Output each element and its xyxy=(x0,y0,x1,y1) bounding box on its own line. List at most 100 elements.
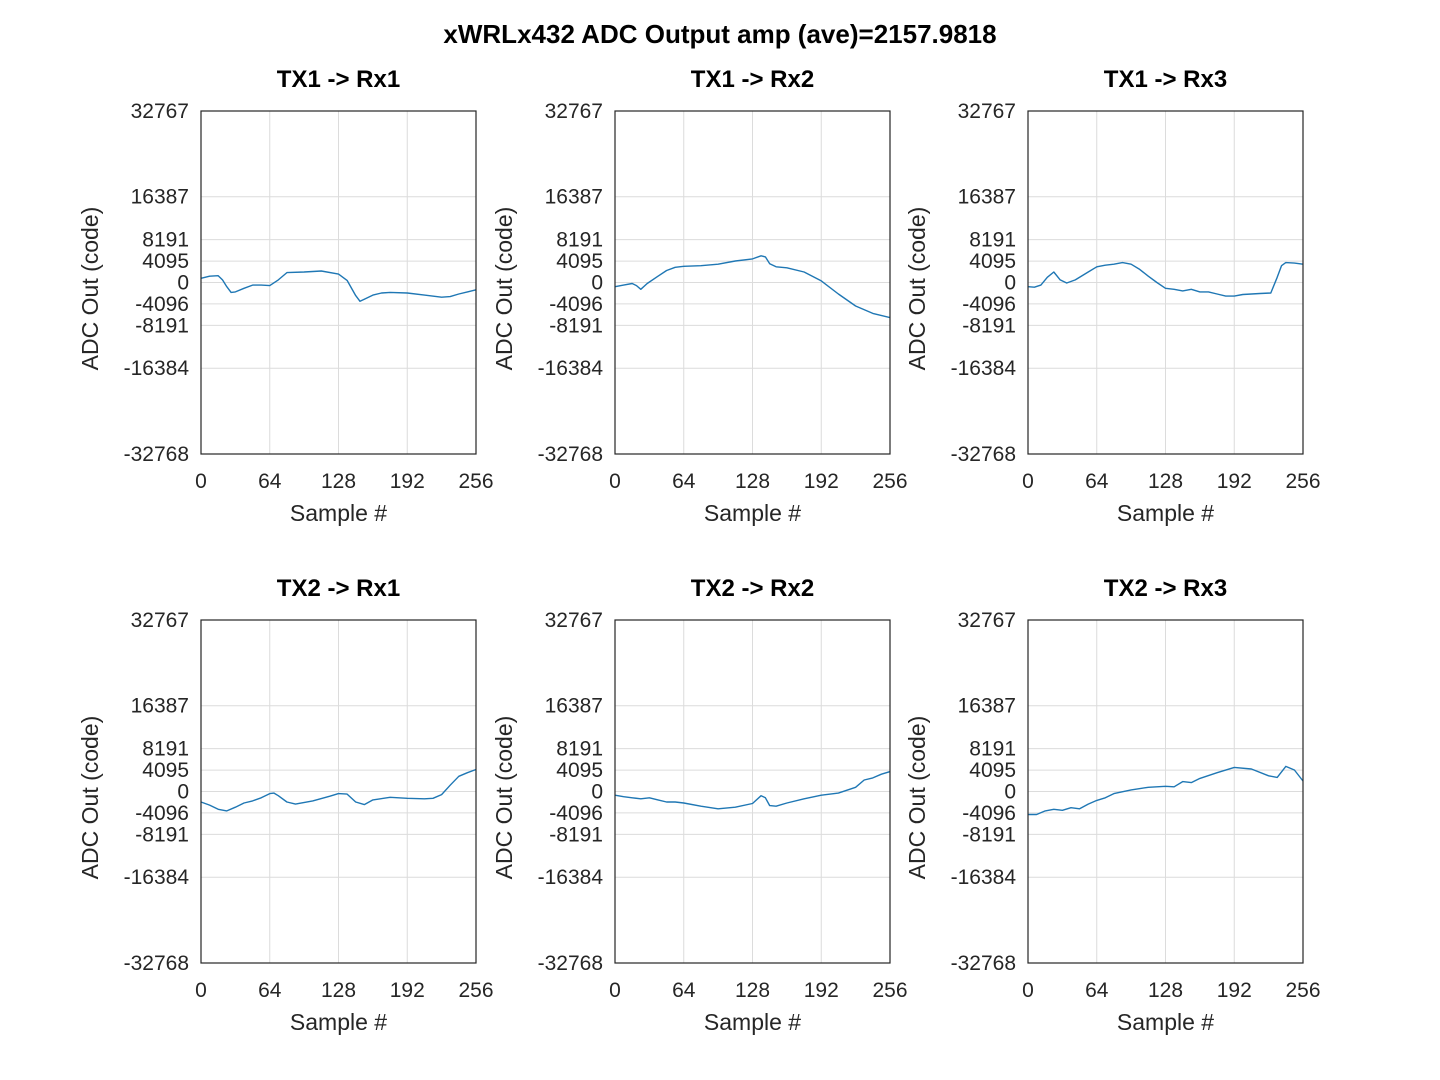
y-tick-label: -4096 xyxy=(135,293,189,316)
subplot-title: TX2 -> Rx1 xyxy=(277,575,400,602)
y-tick-label: 32767 xyxy=(545,609,603,632)
x-axis-label: Sample # xyxy=(704,500,801,526)
y-tick-label: -16384 xyxy=(124,357,190,380)
y-tick-label: -4096 xyxy=(962,293,1016,316)
y-tick-label: 32767 xyxy=(545,100,603,123)
y-tick-label: 32767 xyxy=(131,609,189,632)
x-tick-label: 128 xyxy=(735,470,770,493)
y-axis-label: ADC Out (code) xyxy=(491,207,517,371)
subplot-2: TX1 -> Rx2 0 64 128 192 256 -32768 -16384 -8191-… xyxy=(491,66,908,526)
y-tick-label: -16384 xyxy=(538,866,604,889)
y-axis-label: ADC Out (code) xyxy=(904,207,930,371)
y-tick-label: -32768 xyxy=(124,952,189,975)
y-tick-label: 32767 xyxy=(958,100,1016,123)
x-tick-label: 192 xyxy=(804,979,839,1002)
x-tick-label: 192 xyxy=(390,470,425,493)
subplot-4: TX2 -> Rx1 0 64 128 192 256 -32768 -16384 -8191-… xyxy=(77,575,494,1035)
x-tick-label: 192 xyxy=(804,470,839,493)
y-tick-label: 8191 xyxy=(142,738,189,761)
y-tick-label: -16384 xyxy=(124,866,190,889)
y-tick-label: 4095 xyxy=(142,250,189,273)
subplot-1: TX1 -> Rx1 0 64 128 192 256 -32768 -16384 -8191-… xyxy=(77,66,494,526)
y-tick-label: 8191 xyxy=(969,738,1016,761)
y-tick-label: -8191 xyxy=(549,823,603,846)
y-tick-label: -4096 xyxy=(549,802,603,825)
x-tick-label: 256 xyxy=(458,470,493,493)
y-tick-label: 0 xyxy=(591,780,603,803)
y-tick-label: 16387 xyxy=(545,695,603,718)
y-tick-label: 8191 xyxy=(142,229,189,252)
figure-title: xWRLx432 ADC Output amp (ave)=2157.9818 xyxy=(443,19,996,49)
x-tick-label: 0 xyxy=(1022,470,1034,493)
y-axis-label: ADC Out (code) xyxy=(491,716,517,880)
x-tick-label: 256 xyxy=(1285,470,1320,493)
y-axis-label: ADC Out (code) xyxy=(77,207,103,371)
subplot-3: TX1 -> Rx3 0 64 128 192 256 -32768 -16384 -8191-… xyxy=(904,66,1321,526)
y-tick-label: 16387 xyxy=(958,186,1016,209)
y-tick-label: 4095 xyxy=(142,759,189,782)
x-axis-label: Sample # xyxy=(1117,500,1214,526)
y-tick-label: 0 xyxy=(177,271,189,294)
x-tick-label: 128 xyxy=(1148,470,1183,493)
x-tick-label: 64 xyxy=(1085,979,1109,1002)
x-tick-label: 128 xyxy=(321,470,356,493)
y-axis-label: ADC Out (code) xyxy=(77,716,103,880)
y-tick-label: -8191 xyxy=(135,823,189,846)
x-tick-label: 192 xyxy=(1217,470,1252,493)
axes-frame xyxy=(614,110,891,455)
subplot-title: TX1 -> Rx2 xyxy=(691,66,814,93)
y-tick-label: 0 xyxy=(1004,780,1016,803)
y-tick-label: -8191 xyxy=(549,314,603,337)
y-tick-label: 8191 xyxy=(556,229,603,252)
x-tick-label: 0 xyxy=(195,979,207,1002)
y-tick-label: -32768 xyxy=(538,443,603,466)
subplot-title: TX1 -> Rx3 xyxy=(1104,66,1227,93)
y-tick-label: 4095 xyxy=(969,250,1016,273)
y-tick-label: 0 xyxy=(591,271,603,294)
x-axis-label: Sample # xyxy=(290,1009,387,1035)
x-tick-label: 256 xyxy=(1285,979,1320,1002)
axes-frame xyxy=(200,619,477,964)
y-tick-label: -8191 xyxy=(962,314,1016,337)
y-tick-label: 8191 xyxy=(969,229,1016,252)
x-tick-label: 0 xyxy=(195,470,207,493)
subplot-5: TX2 -> Rx2 0 64 128 192 256 -32768 -16384 -8191-… xyxy=(491,575,908,1035)
y-tick-label: 4095 xyxy=(556,250,603,273)
adc-series-line xyxy=(1028,765,1304,816)
x-tick-label: 64 xyxy=(672,470,696,493)
x-tick-label: 0 xyxy=(609,470,621,493)
axes-frame xyxy=(614,619,891,964)
x-tick-label: 256 xyxy=(872,470,907,493)
x-tick-label: 256 xyxy=(872,979,907,1002)
subplot-6: TX2 -> Rx3 0 64 128 192 256 -32768 -16384 -8191-… xyxy=(904,575,1321,1035)
x-tick-label: 64 xyxy=(258,979,282,1002)
y-tick-label: 0 xyxy=(1004,271,1016,294)
x-axis-label: Sample # xyxy=(1117,1009,1214,1035)
y-tick-label: -32768 xyxy=(538,952,603,975)
x-tick-label: 64 xyxy=(258,470,282,493)
y-tick-label: 16387 xyxy=(131,186,189,209)
y-tick-label: 4095 xyxy=(556,759,603,782)
x-tick-label: 192 xyxy=(390,979,425,1002)
y-tick-label: 16387 xyxy=(131,695,189,718)
adc-series-line xyxy=(200,270,477,302)
y-tick-label: -4096 xyxy=(549,293,603,316)
y-tick-label: 4095 xyxy=(969,759,1016,782)
x-tick-label: 128 xyxy=(321,979,356,1002)
x-tick-label: 128 xyxy=(1148,979,1183,1002)
y-tick-label: -32768 xyxy=(124,443,189,466)
x-tick-label: 0 xyxy=(609,979,621,1002)
y-tick-label: -16384 xyxy=(538,357,604,380)
y-tick-label: -16384 xyxy=(951,357,1017,380)
y-tick-label: 8191 xyxy=(556,738,603,761)
adc-series-line xyxy=(200,768,477,812)
axes-frame xyxy=(1027,110,1304,455)
y-tick-label: 32767 xyxy=(958,609,1016,632)
y-tick-label: 16387 xyxy=(958,695,1016,718)
subplot-title: TX1 -> Rx1 xyxy=(277,66,400,93)
y-tick-label: -8191 xyxy=(962,823,1016,846)
y-tick-label: -4096 xyxy=(962,802,1016,825)
x-tick-label: 128 xyxy=(735,979,770,1002)
adc-series-line xyxy=(1027,261,1304,297)
subplot-title: TX2 -> Rx2 xyxy=(691,575,814,602)
